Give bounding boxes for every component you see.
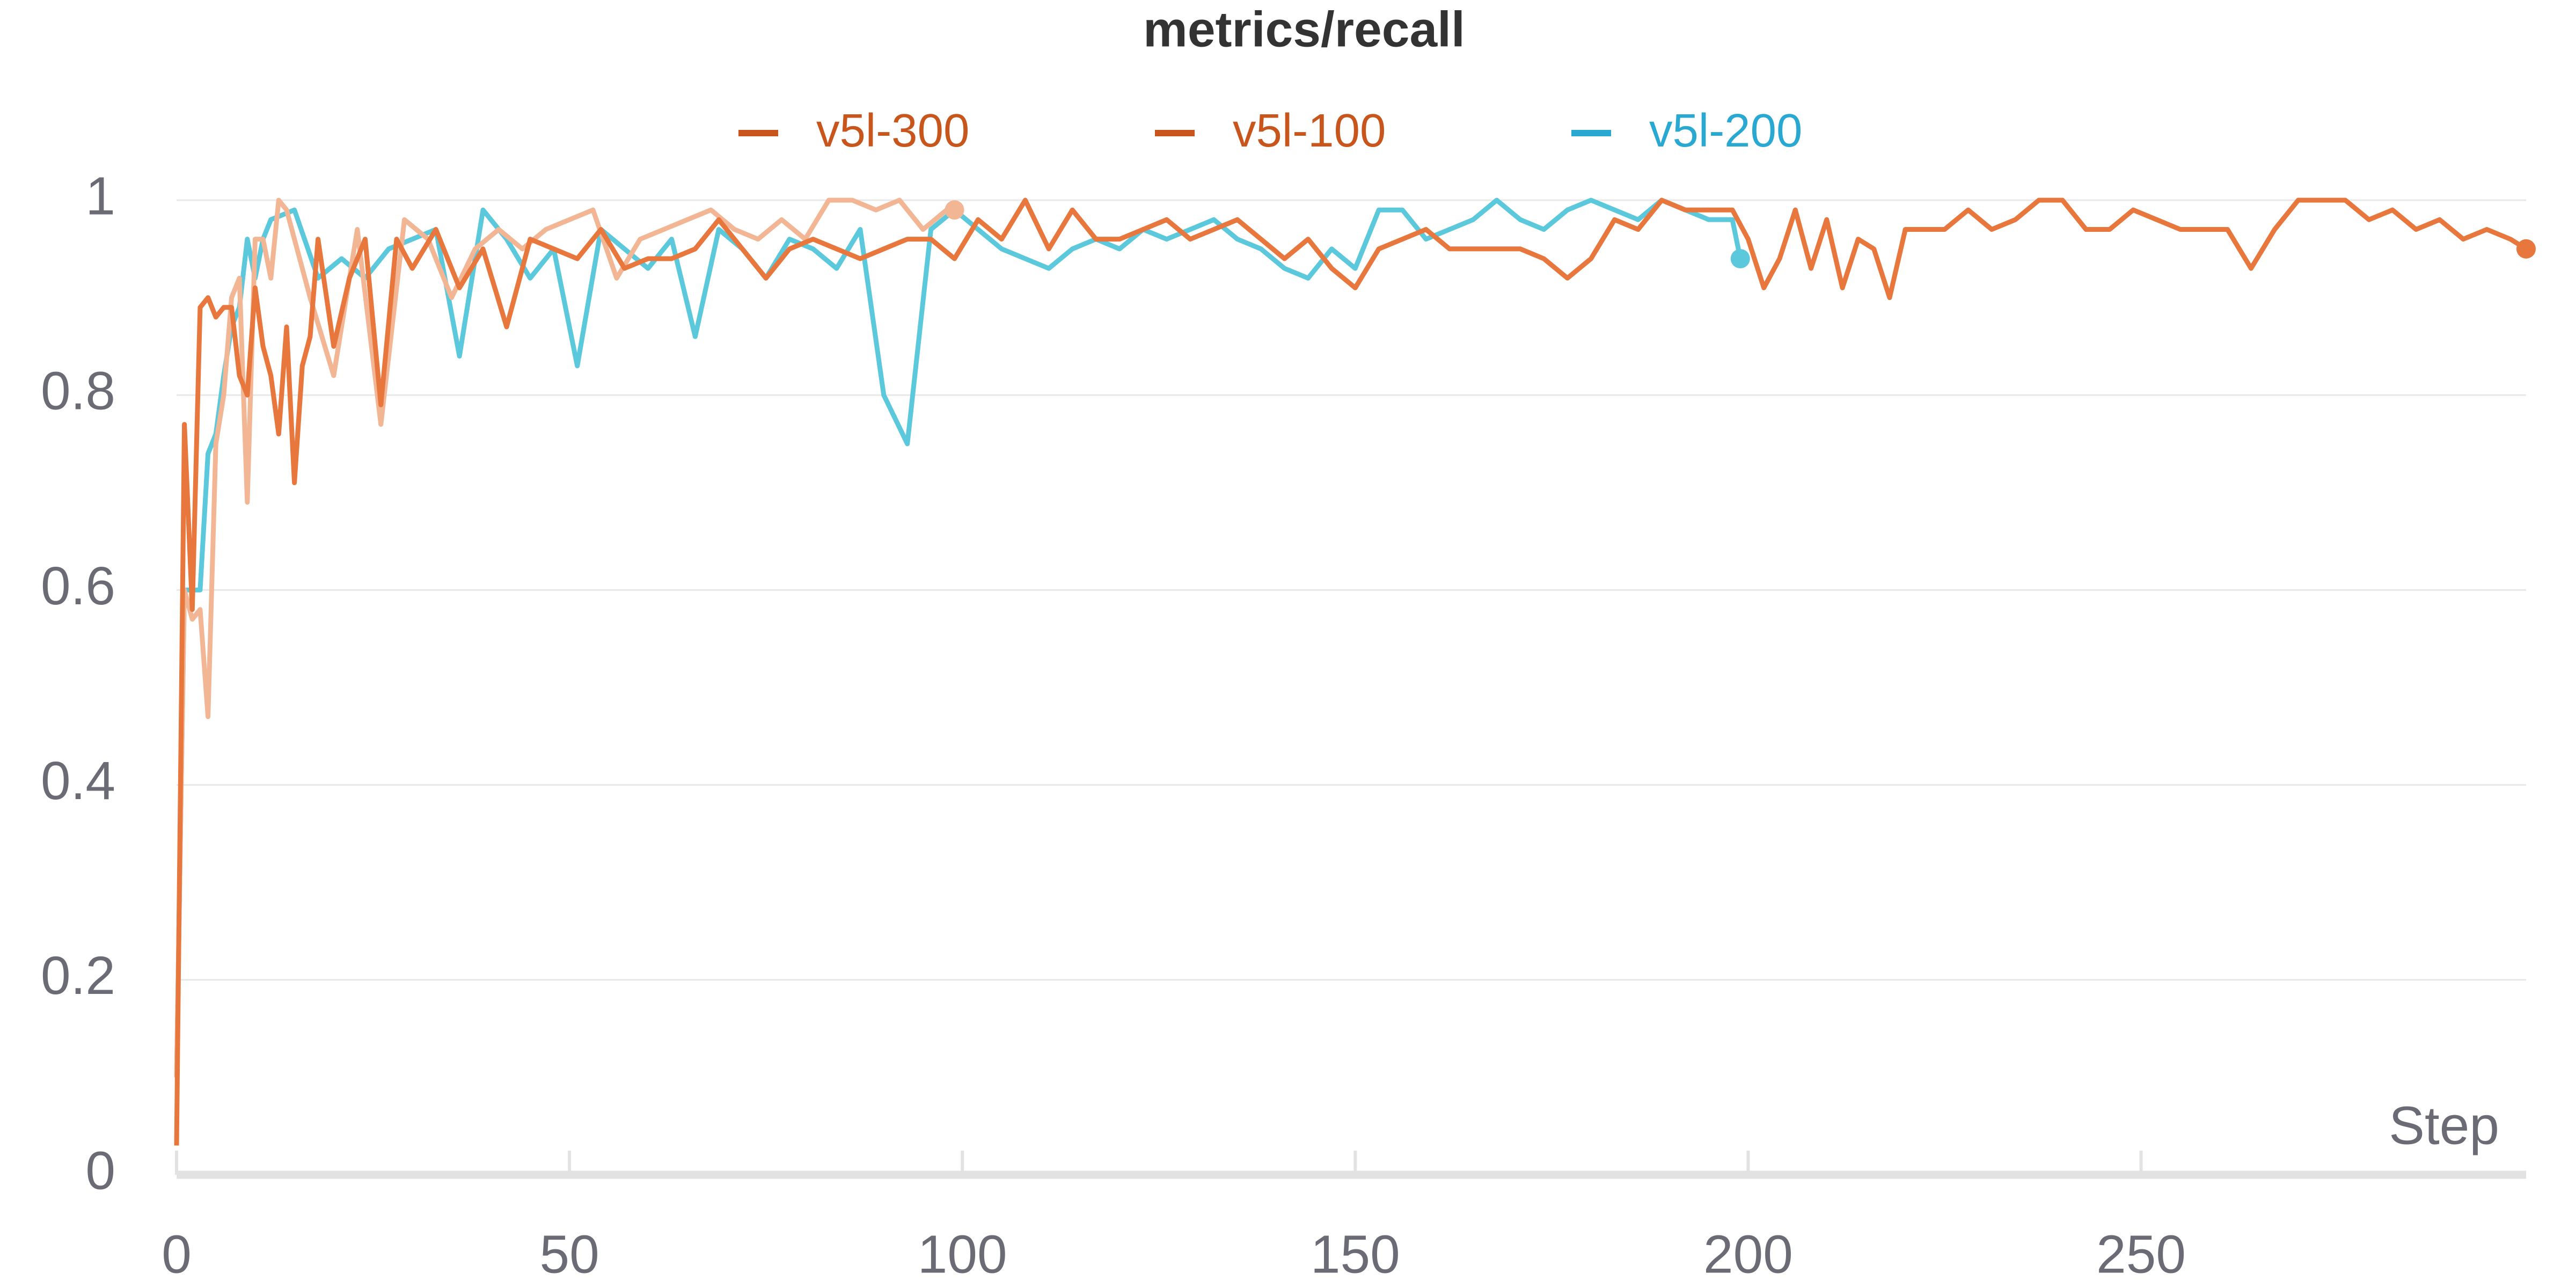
x-axis-label: Step bbox=[2389, 1095, 2499, 1155]
x-tick-label: 0 bbox=[162, 1224, 192, 1284]
legend-label: v5l-200 bbox=[1649, 105, 1802, 157]
legend-label: v5l-300 bbox=[816, 105, 969, 157]
series-line bbox=[174, 197, 2528, 1146]
x-tick-label: 250 bbox=[2096, 1224, 2186, 1284]
series-line bbox=[174, 197, 955, 1078]
y-tick-label: 0.2 bbox=[41, 946, 115, 1006]
x-tick-label: 50 bbox=[539, 1224, 599, 1284]
y-tick-label: 0.8 bbox=[41, 361, 115, 421]
series-end-dot bbox=[1730, 248, 1750, 268]
y-tick-label: 0.6 bbox=[41, 556, 115, 616]
chart-title: metrics/recall bbox=[1143, 2, 1465, 57]
y-tick-label: 0 bbox=[85, 1140, 115, 1201]
x-tick-label: 200 bbox=[1703, 1224, 1793, 1284]
legend-label: v5l-100 bbox=[1233, 105, 1386, 157]
x-tick-label: 150 bbox=[1311, 1224, 1400, 1284]
series-end-dot bbox=[945, 200, 964, 220]
series-line bbox=[174, 197, 1743, 1078]
y-tick-label: 0.4 bbox=[41, 751, 115, 811]
series-end-dot bbox=[2516, 239, 2536, 259]
y-tick-label: 1 bbox=[85, 166, 115, 226]
x-tick-label: 100 bbox=[918, 1224, 1007, 1284]
